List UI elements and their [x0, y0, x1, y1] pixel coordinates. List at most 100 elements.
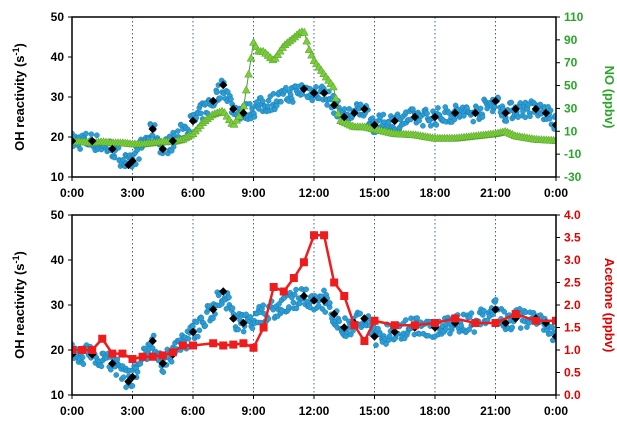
acetone-point — [360, 337, 369, 345]
acetone-point — [471, 319, 480, 327]
top-oh-hourly-marker — [168, 136, 178, 146]
acetone-point — [330, 278, 339, 287]
bot-oh-point — [336, 318, 343, 325]
bottom-oh-hourly — [72, 287, 556, 386]
bot-oh-point — [443, 326, 450, 332]
bottom-y-axis-label: OH reactivity (s-1) — [11, 251, 27, 359]
bot-x-tick-label: 9:00 — [241, 404, 265, 418]
top-oh-hourly-marker — [501, 108, 510, 118]
bot-oh-point — [80, 361, 87, 367]
top-oh-hourly-marker — [390, 116, 399, 126]
bot-oh-point — [327, 300, 333, 306]
top-oh-point — [260, 98, 266, 105]
top-y-tick-labels: 10 20 30 40 50 — [51, 10, 65, 184]
top-oh-point — [424, 110, 430, 117]
acetone-point — [128, 355, 137, 363]
acetone-point — [390, 321, 399, 330]
top-oh-point — [357, 101, 364, 108]
top-oh-hourly-marker — [72, 136, 77, 146]
acetone-point — [158, 351, 167, 360]
bot-x-tick-label: 21:00 — [480, 404, 511, 418]
acetone-point — [229, 340, 238, 349]
top-oh-point — [435, 105, 441, 111]
bot-x-tick-label: 6:00 — [181, 404, 205, 418]
top-oh-hourly-marker — [329, 100, 339, 110]
no-point — [239, 101, 249, 110]
bot-y2-tick-label: 1.5 — [564, 321, 581, 335]
bot-oh-point — [286, 304, 292, 310]
top-oh-hourly-marker — [128, 156, 137, 166]
bot-y2-tick-label: 4.0 — [564, 208, 581, 222]
top-x-tick-label: 15:00 — [359, 186, 390, 200]
bot-y2-tick-label: 0.0 — [564, 388, 581, 402]
top-oh-hourly-marker — [430, 112, 440, 122]
top-oh-hourly-marker — [229, 104, 238, 114]
acetone-point — [249, 343, 258, 352]
top-y2-tick-label: 50 — [564, 79, 578, 93]
bot-oh-hourly-marker — [551, 332, 556, 341]
top-y2-tick-label: 70 — [564, 56, 578, 70]
top-oh-hourly-marker — [551, 120, 556, 130]
top-oh-hourly-marker — [108, 144, 117, 154]
acetone-point — [88, 346, 97, 354]
bot-oh-point — [249, 325, 256, 332]
top-x-tick-label: 21:00 — [480, 186, 511, 200]
top-oh-point — [265, 103, 271, 109]
bottom-acetone-series — [72, 231, 556, 363]
bot-oh-hourly-marker — [108, 359, 117, 368]
bot-oh-point — [247, 314, 254, 320]
bottom-y2-tick-labels: 0.0 0.5 1.0 1.5 2.0 2.5 3.0 3.5 4.0 — [564, 208, 581, 402]
top-y-tick-label: 20 — [51, 130, 65, 144]
acetone-point — [310, 231, 318, 240]
bot-oh-hourly-marker — [219, 287, 228, 296]
top-oh-point — [228, 96, 234, 102]
no-point — [241, 85, 251, 94]
top-oh-point — [341, 106, 348, 112]
acetone-point — [299, 258, 308, 267]
bot-oh-point — [322, 309, 329, 315]
top-oh-point — [77, 146, 83, 152]
bot-oh-point — [373, 342, 379, 348]
top-oh-hourly-marker — [124, 160, 133, 170]
no-point — [333, 108, 343, 117]
top-oh-point — [461, 113, 467, 119]
acetone-point — [78, 346, 87, 354]
bot-oh-hourly-marker — [319, 296, 329, 305]
bot-oh-hourly-marker — [360, 314, 369, 323]
acetone-point — [178, 341, 187, 350]
bot-x-tick-label: 18:00 — [420, 404, 451, 418]
acetone-point — [531, 316, 540, 325]
bot-oh-point — [386, 333, 393, 339]
top-oh-point — [299, 91, 305, 97]
acetone-point — [269, 283, 278, 291]
top-oh-point — [246, 101, 253, 107]
no-point — [328, 82, 338, 91]
top-oh-hourly-marker — [299, 84, 309, 94]
top-oh-point — [251, 114, 258, 120]
bot-y2-tick-label: 0.5 — [564, 366, 581, 380]
top-oh-point — [479, 114, 486, 120]
no-point — [299, 27, 309, 36]
bot-oh-point — [129, 383, 136, 389]
acetone-point — [118, 349, 127, 358]
no-point — [234, 111, 244, 120]
top-oh-point — [136, 156, 142, 162]
top-oh-hourly-marker — [319, 88, 329, 98]
top-oh-point — [522, 114, 529, 121]
top-oh-point — [470, 118, 477, 125]
bottom-grid — [68, 214, 560, 399]
acetone-point — [72, 346, 76, 354]
top-oh-point — [217, 95, 224, 101]
top-oh-point — [83, 130, 89, 137]
bot-oh-point — [489, 311, 496, 318]
bot-oh-point — [357, 310, 363, 317]
top-oh-point — [546, 115, 553, 122]
bot-oh-point — [290, 299, 297, 306]
top-x-tick-labels: 0:00 3:00 6:00 9:00 12:00 15:00 18:00 21:00 0:00 — [60, 186, 568, 200]
bot-oh-point — [293, 286, 299, 293]
no-point — [307, 50, 317, 59]
bot-oh-point — [195, 333, 201, 340]
bot-oh-point — [296, 300, 303, 307]
top-y-tick-label: 10 — [51, 170, 65, 184]
top-x-tick-label: 9:00 — [241, 186, 265, 200]
